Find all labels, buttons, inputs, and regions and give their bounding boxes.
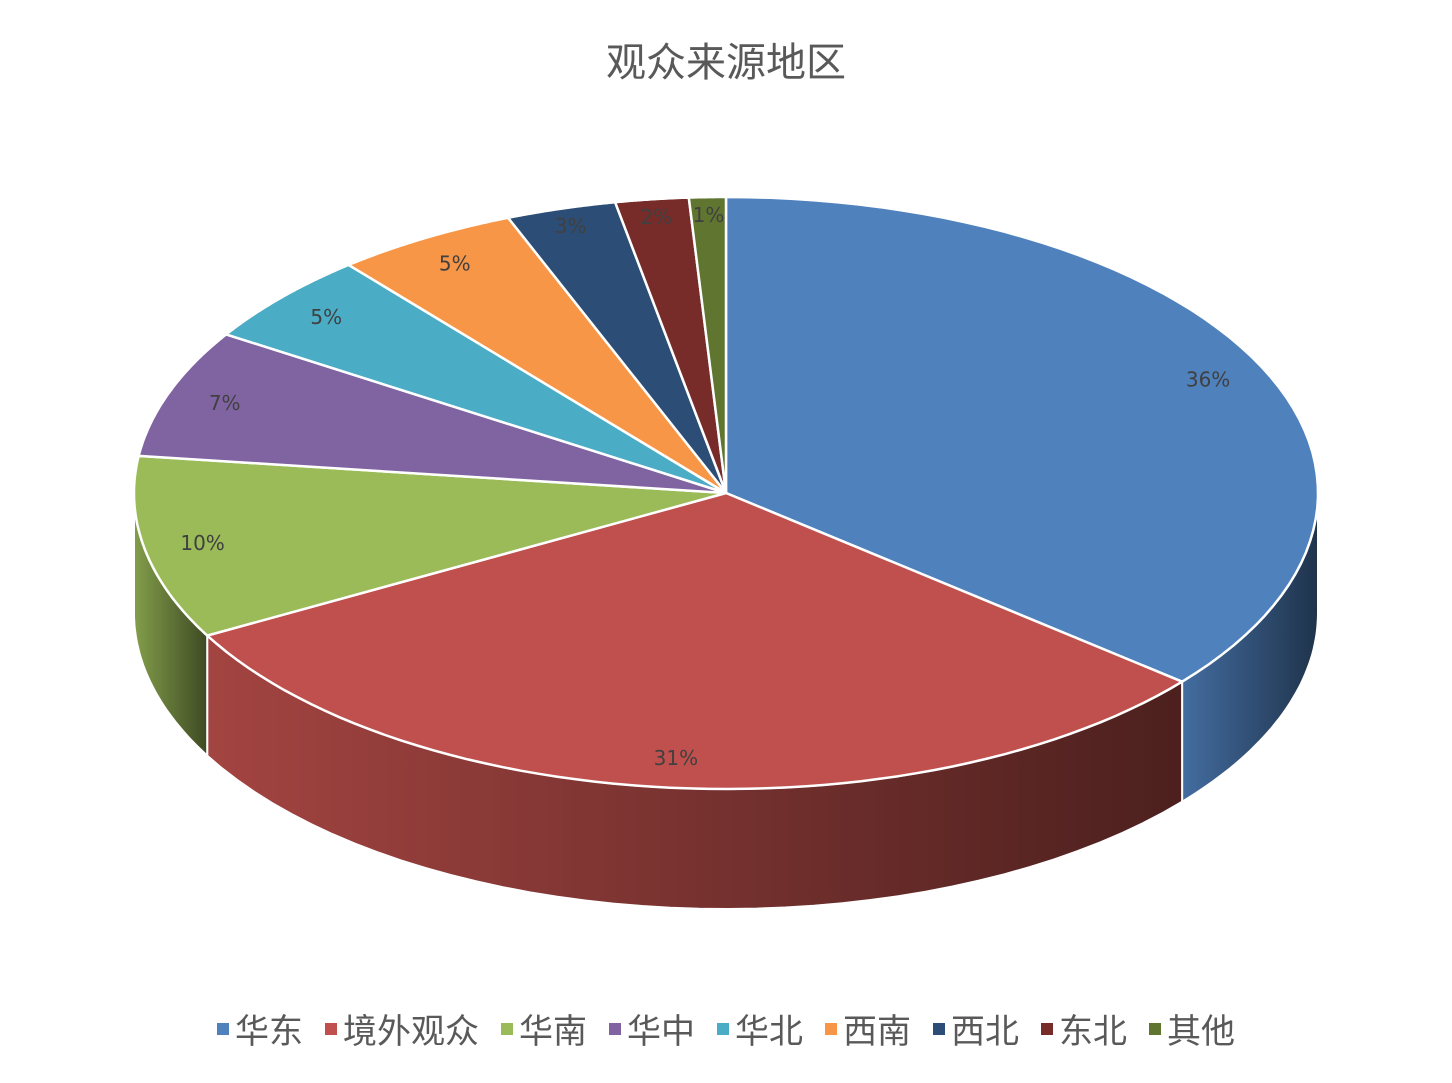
legend-label: 华南 [519, 1012, 587, 1052]
legend-label: 东北 [1059, 1012, 1127, 1052]
legend-label: 西南 [843, 1012, 911, 1052]
legend-swatch [217, 1022, 229, 1035]
legend-item: 华北 [717, 1004, 803, 1053]
legend-swatch [609, 1022, 621, 1035]
legend-item: 华中 [609, 1004, 695, 1053]
pie-slice-3 [137, 333, 728, 495]
legend: 华东 境外观众 华南 华中 华北 西南 西北 东北 其他 [0, 1004, 1452, 1053]
pie-slice-7 [613, 196, 728, 495]
data-label: 10% [180, 531, 224, 555]
data-label: 1% [693, 203, 725, 227]
legend-swatch [501, 1022, 513, 1035]
legend-swatch [825, 1022, 837, 1035]
pie-chart: 36% 31% 10% 7% 5% 5% 3% 2% 1% [132, 195, 1320, 911]
pie-slice-2 [132, 454, 728, 637]
legend-item: 华南 [501, 1004, 587, 1053]
data-label: 5% [310, 305, 342, 329]
data-label: 36% [1186, 368, 1230, 392]
legend-label: 华北 [735, 1012, 803, 1052]
data-label: 2% [640, 205, 672, 229]
chart-title: 观众来源地区 [606, 40, 846, 86]
legend-swatch [1149, 1022, 1161, 1035]
data-label: 3% [555, 214, 587, 238]
data-label: 31% [654, 746, 698, 770]
legend-swatch [1041, 1022, 1053, 1035]
legend-item: 其他 [1149, 1004, 1235, 1053]
data-label: 7% [209, 391, 241, 415]
legend-item: 西南 [825, 1004, 911, 1053]
pie-slice-1 [205, 491, 1184, 791]
legend-swatch [717, 1022, 729, 1035]
legend-swatch [325, 1022, 337, 1035]
legend-swatch [933, 1022, 945, 1035]
legend-item: 东北 [1041, 1004, 1127, 1053]
legend-item: 华东 [217, 1004, 303, 1053]
legend-label: 境外观众 [343, 1012, 479, 1052]
data-label: 5% [439, 252, 471, 276]
pie-slice-0 [724, 195, 1320, 683]
pie-slice-6 [506, 200, 728, 495]
pie-slice-5 [347, 216, 728, 495]
legend-label: 西北 [951, 1012, 1019, 1052]
legend-label: 其他 [1167, 1012, 1235, 1052]
pie-slice-8 [687, 195, 728, 495]
legend-item: 西北 [933, 1004, 1019, 1053]
legend-label: 华中 [627, 1012, 695, 1052]
legend-label: 华东 [235, 1012, 303, 1052]
pie-slice-4 [224, 263, 728, 495]
legend-item: 境外观众 [325, 1004, 479, 1053]
